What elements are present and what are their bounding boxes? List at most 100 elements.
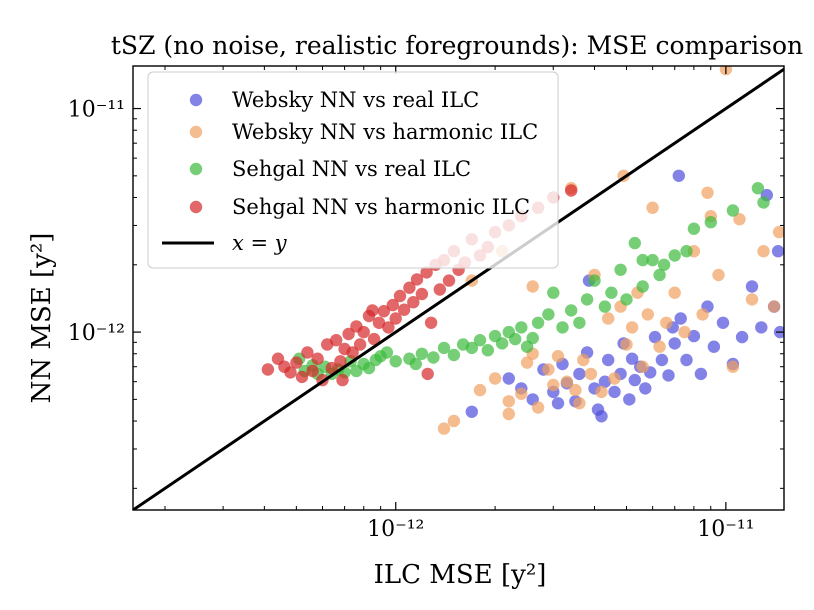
point-series-3: [598, 300, 612, 313]
point-series-4: [372, 316, 386, 329]
point-series-4: [284, 366, 297, 379]
point-series-3: [526, 331, 539, 345]
point-series-4: [357, 325, 370, 339]
point-series-1: [502, 372, 515, 385]
point-series-3: [437, 341, 451, 355]
point-series-2: [551, 350, 565, 363]
point-series-1: [595, 410, 608, 423]
point-series-1: [680, 353, 693, 367]
point-series-2: [515, 387, 528, 400]
point-series-2: [526, 280, 539, 293]
point-series-4: [306, 364, 319, 378]
point-series-3: [473, 334, 487, 347]
point-series-2: [569, 383, 582, 397]
legend-box: [147, 71, 559, 269]
point-series-3: [751, 182, 765, 195]
y-tick-label: 10⁻¹²: [68, 321, 125, 346]
point-series-1: [755, 321, 768, 334]
point-series-3: [687, 222, 701, 235]
point-series-1: [735, 330, 749, 344]
point-series-2: [542, 363, 555, 376]
point-series-3: [636, 280, 649, 293]
point-series-3: [542, 308, 555, 321]
point-series-3: [588, 274, 601, 287]
point-series-3: [380, 346, 394, 359]
point-series-2: [502, 407, 515, 421]
point-series-2: [641, 308, 654, 321]
x-tick-label: 10⁻¹¹: [697, 517, 754, 542]
point-series-1: [662, 369, 675, 382]
point-series-4: [336, 373, 349, 387]
point-series-2: [726, 360, 740, 373]
legend-label: Sehgal NN vs real ILC: [232, 157, 471, 181]
point-series-1: [465, 405, 478, 418]
point-series-2: [733, 213, 746, 226]
point-series-4: [261, 363, 275, 376]
point-series-4: [420, 266, 433, 279]
point-series-3: [481, 344, 494, 357]
x-tick-label: 10⁻¹²: [367, 517, 424, 542]
point-series-1: [668, 337, 681, 350]
legend-marker: [189, 162, 203, 176]
point-series-1: [623, 393, 636, 406]
point-series-1: [573, 367, 586, 381]
point-series-3: [495, 337, 509, 350]
point-series-1: [551, 397, 565, 410]
point-series-4: [377, 305, 390, 318]
point-series-3: [620, 293, 633, 306]
point-series-4: [382, 321, 395, 334]
point-series-3: [515, 321, 528, 334]
point-series-3: [653, 268, 666, 282]
point-series-3: [646, 253, 659, 267]
point-series-2: [712, 268, 725, 282]
point-series-3: [447, 348, 461, 362]
point-series-1: [608, 385, 621, 399]
point-series-4: [424, 316, 438, 329]
point-series-2: [531, 401, 545, 414]
point-series-2: [696, 308, 709, 321]
point-series-2: [437, 422, 451, 435]
point-series-3: [531, 316, 545, 329]
point-series-3: [704, 216, 717, 229]
point-series-1: [655, 353, 669, 367]
legend-marker: [189, 200, 203, 214]
point-series-3: [605, 286, 618, 299]
point-series-2: [772, 225, 784, 239]
legend-marker: [189, 93, 203, 107]
point-series-2: [757, 245, 770, 258]
point-series-2: [573, 397, 586, 410]
point-series-2: [745, 293, 759, 306]
point-series-3: [668, 249, 681, 262]
point-series-4: [346, 346, 359, 359]
point-series-2: [473, 383, 487, 397]
point-series-3: [726, 204, 740, 217]
point-series-3: [573, 316, 586, 329]
ticks-layer: 10⁻¹² 10⁻¹¹ 10⁻¹² 10⁻¹¹: [68, 66, 784, 542]
point-series-2: [584, 367, 598, 381]
point-series-4: [410, 273, 424, 286]
point-series-1: [625, 352, 639, 365]
point-series-3: [636, 253, 649, 267]
reference-line-x-equals-y: [133, 67, 784, 510]
point-series-1: [672, 169, 685, 182]
point-series-4: [295, 370, 309, 384]
point-series-2: [608, 372, 621, 385]
point-series-1: [745, 280, 759, 293]
point-series-3: [680, 245, 693, 258]
point-series-1: [648, 330, 662, 344]
point-series-4: [301, 346, 314, 359]
point-series-4: [325, 361, 338, 375]
point-series-2: [502, 395, 515, 408]
point-series-1: [707, 340, 721, 353]
point-series-1: [628, 373, 641, 387]
point-series-4: [330, 334, 343, 347]
point-series-2: [625, 321, 639, 334]
point-series-3: [628, 236, 641, 250]
line-layer: [133, 67, 784, 510]
point-series-4: [367, 332, 381, 346]
point-series-4: [386, 298, 399, 312]
point-series-1: [771, 245, 784, 258]
point-series-4: [442, 274, 456, 287]
point-series-3: [362, 361, 376, 375]
